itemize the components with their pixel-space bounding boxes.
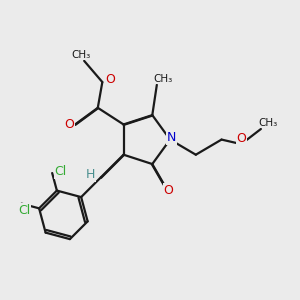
Text: O: O	[164, 184, 173, 196]
Text: O: O	[64, 118, 74, 131]
Text: CH₃: CH₃	[71, 50, 91, 60]
Text: Cl: Cl	[19, 204, 31, 217]
Text: CH₃: CH₃	[259, 118, 278, 128]
Text: Cl: Cl	[55, 165, 67, 178]
Text: N: N	[167, 131, 176, 144]
Text: H: H	[85, 168, 95, 181]
Text: O: O	[105, 73, 115, 85]
Text: O: O	[236, 132, 246, 145]
Text: CH₃: CH₃	[153, 74, 172, 84]
